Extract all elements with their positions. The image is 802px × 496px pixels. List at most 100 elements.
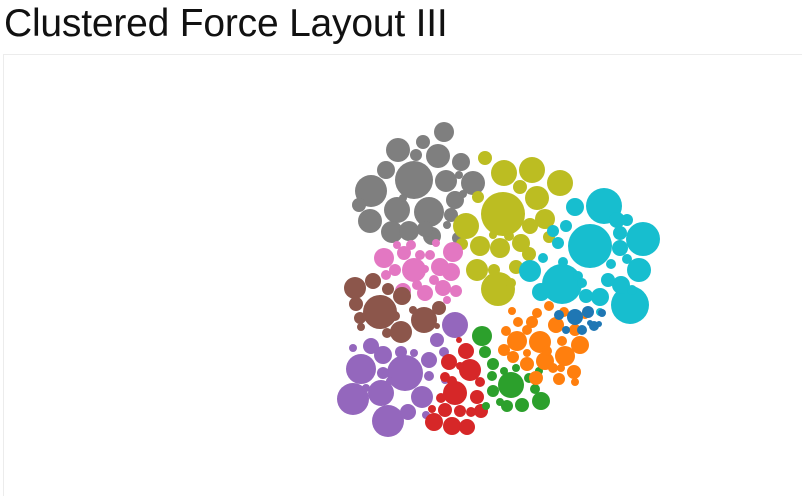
bubble-node[interactable] [562,326,570,334]
bubble-node[interactable] [547,225,559,237]
bubble-node[interactable] [555,346,575,366]
bubble-node[interactable] [426,144,450,168]
bubble-node[interactable] [389,264,401,276]
bubble-node[interactable] [424,371,434,381]
bubble-node[interactable] [434,122,454,142]
bubble-node[interactable] [337,383,369,415]
bubble-node[interactable] [488,264,500,276]
bubble-node[interactable] [577,325,587,335]
bubble-node[interactable] [514,235,522,243]
bubble-node[interactable] [470,390,484,404]
bubble-node[interactable] [538,253,548,263]
bubble-node[interactable] [567,365,581,379]
bubble-node[interactable] [554,310,564,320]
bubble-node[interactable] [571,336,589,354]
bubble-node[interactable] [443,221,451,229]
bubble-node[interactable] [393,241,401,249]
bubble-node[interactable] [571,378,579,386]
bubble-node[interactable] [587,320,593,326]
bubble-node[interactable] [455,171,463,179]
bubble-node[interactable] [393,287,411,305]
bubble-node[interactable] [374,248,394,268]
bubble-node[interactable] [507,331,527,351]
bubble-node[interactable] [529,371,543,385]
bubble-node[interactable] [456,337,462,343]
bubble-node[interactable] [362,384,370,392]
bubble-node[interactable] [490,238,510,258]
bubble-node[interactable] [411,386,433,408]
bubble-node[interactable] [612,276,630,294]
bubble-node[interactable] [409,306,417,314]
bubble-node[interactable] [421,352,437,368]
bubble-node[interactable] [402,258,426,282]
bubble-node[interactable] [443,296,451,304]
bubble-node[interactable] [523,349,531,357]
bubble-node[interactable] [520,357,534,371]
bubble-node[interactable] [472,326,492,346]
bubble-node[interactable] [627,285,637,295]
bubble-node[interactable] [481,192,525,236]
bubble-node[interactable] [454,405,466,417]
bubble-node[interactable] [525,186,549,210]
bubble-node[interactable] [558,257,568,267]
bubble-node[interactable] [442,263,460,281]
bubble-node[interactable] [430,333,444,347]
bubble-node[interactable] [498,372,524,398]
bubble-node[interactable] [429,275,439,285]
bubble-node[interactable] [450,285,462,297]
bubble-node[interactable] [444,208,458,222]
bubble-node[interactable] [532,308,542,318]
bubble-node[interactable] [472,191,484,203]
bubble-node[interactable] [487,358,499,370]
bubble-node[interactable] [453,213,479,239]
bubble-node[interactable] [372,405,404,437]
bubble-node[interactable] [435,170,457,192]
bubble-node[interactable] [501,326,511,336]
bubble-node[interactable] [532,283,550,301]
bubble-node[interactable] [598,309,606,317]
bubble-node[interactable] [399,194,407,202]
bubble-node[interactable] [432,239,440,247]
bubble-node[interactable] [416,135,430,149]
bubble-node[interactable] [346,354,376,384]
bubble-node[interactable] [425,250,435,260]
bubble-node[interactable] [452,153,470,171]
bubble-node[interactable] [479,346,491,358]
bubble-node[interactable] [513,180,527,194]
bubble-node[interactable] [358,209,382,233]
bubble-node[interactable] [421,265,429,273]
bubble-node[interactable] [390,321,412,343]
bubble-node[interactable] [414,197,444,227]
bubble-node[interactable] [438,403,452,417]
bubble-node[interactable] [428,405,436,413]
bubble-node[interactable] [596,321,602,327]
bubble-node[interactable] [363,295,397,329]
bubble-node[interactable] [470,236,490,256]
bubble-node[interactable] [434,323,440,329]
bubble-node[interactable] [374,346,392,364]
bubble-node[interactable] [560,220,572,232]
bubble-node[interactable] [582,306,594,318]
bubble-node[interactable] [386,138,410,162]
bubble-node[interactable] [621,214,633,226]
bubble-node[interactable] [400,404,416,420]
bubble-node[interactable] [458,343,474,359]
bubble-node[interactable] [411,307,437,333]
bubble-node[interactable] [349,344,357,352]
bubble-node[interactable] [377,161,395,179]
bubble-node[interactable] [377,367,389,379]
bubble-node[interactable] [382,283,394,295]
bubble-node[interactable] [412,280,422,290]
bubble-node[interactable] [591,288,609,306]
bubble-node[interactable] [557,336,567,346]
bubble-node[interactable] [544,301,554,311]
bubble-node[interactable] [613,226,627,240]
bubble-node[interactable] [501,400,513,412]
bubble-node[interactable] [508,307,516,315]
bubble-node[interactable] [532,392,550,410]
bubble-node[interactable] [566,198,584,216]
bubble-node[interactable] [387,355,423,391]
bubble-node[interactable] [612,240,628,256]
bubble-node[interactable] [535,209,555,229]
bubble-node[interactable] [406,240,416,250]
